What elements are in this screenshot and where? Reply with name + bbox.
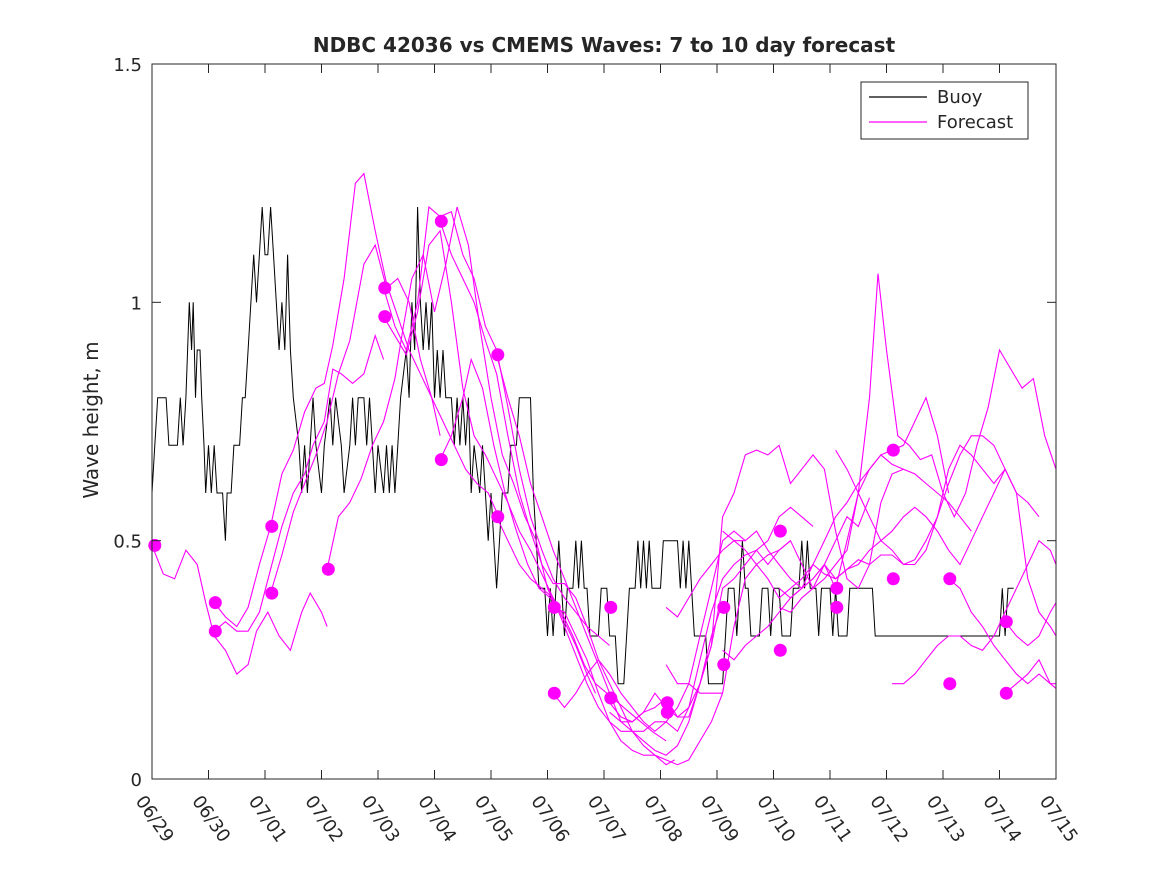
forecast-series-line-24 (948, 578, 1057, 689)
forecast-start-marker-5 (321, 562, 335, 576)
forecast-series-line-12 (552, 540, 791, 766)
y-tick-label: 0.5 (113, 532, 142, 553)
forecast-start-marker-1 (208, 596, 222, 610)
forecast-start-marker-23 (830, 600, 844, 614)
forecast-series-line-23 (892, 539, 1057, 685)
forecast-start-marker-2 (208, 624, 222, 638)
forecast-series-line-9 (439, 221, 675, 766)
forecast-start-marker-14 (604, 600, 618, 614)
forecast-series-line-8 (439, 357, 667, 742)
forecast-start-marker-27 (943, 677, 957, 691)
forecast-start-marker-13 (547, 686, 561, 700)
forecast-start-marker-6 (378, 281, 392, 295)
legend-box (860, 81, 1029, 140)
forecast-start-marker-26 (943, 572, 957, 586)
forecast-start-marker-19 (717, 658, 731, 672)
y-tick-label: 0 (131, 770, 142, 791)
forecast-series-line-26 (1004, 658, 1056, 694)
y-tick-label: 1.5 (113, 55, 142, 76)
forecast-series-line-3 (213, 172, 441, 628)
y-tick-label: 1 (131, 293, 142, 314)
forecast-start-marker-8 (434, 214, 448, 228)
forecast-series-line-2 (213, 333, 385, 632)
forecast-start-marker-11 (491, 510, 505, 524)
forecast-start-marker-21 (773, 643, 787, 657)
forecast-start-marker-9 (434, 453, 448, 467)
forecast-start-marker-28 (999, 615, 1013, 629)
forecast-series-line-17 (665, 664, 723, 694)
forecast-start-marker-3 (265, 519, 279, 533)
forecast-series-line-18 (722, 454, 972, 599)
forecast-series-line-25 (1004, 602, 1057, 647)
forecast-series-line-22 (835, 444, 1057, 637)
plot-area (152, 64, 1056, 779)
forecast-start-marker-4 (265, 586, 279, 600)
legend-label-buoy: Buoy (937, 87, 983, 108)
forecast-start-marker-24 (886, 443, 900, 457)
forecast-series-line-19 (722, 468, 1006, 661)
forecast-series-line-11 (496, 516, 746, 732)
forecast-start-marker-29 (999, 686, 1013, 700)
forecast-series-line-21 (778, 435, 1040, 599)
forecast-start-marker-15 (604, 691, 618, 705)
marker-layer (148, 214, 1013, 719)
buoy-series-line (151, 206, 1014, 685)
y-axis-label: Wave height, m (79, 341, 103, 498)
forecast-series-line-6 (383, 229, 597, 694)
legend-label-forecast: Forecast (937, 112, 1013, 133)
forecast-start-marker-22 (830, 581, 844, 595)
legend: Buoy Forecast (860, 81, 1029, 140)
forecast-start-marker-18 (717, 600, 731, 614)
forecast-series-line-20 (778, 273, 1057, 613)
forecast-start-marker-16 (660, 696, 674, 710)
forecast-series-line-13 (552, 506, 814, 733)
forecast-start-marker-20 (773, 524, 787, 538)
forecast-series-line-1 (151, 545, 328, 675)
plot-background (152, 64, 1056, 779)
chart-title: NDBC 42036 vs CMEMS Waves: 7 to 10 day f… (313, 33, 896, 57)
forecast-series-line-15 (609, 444, 904, 723)
forecast-series-line-14 (609, 497, 871, 723)
forecast-start-marker-25 (886, 572, 900, 586)
forecast-start-marker-10 (491, 348, 505, 362)
forecast-series-line-5 (326, 206, 557, 608)
forecast-start-marker-17 (660, 705, 674, 719)
forecast-start-marker-7 (378, 310, 392, 324)
forecast-start-marker-12 (547, 600, 561, 614)
